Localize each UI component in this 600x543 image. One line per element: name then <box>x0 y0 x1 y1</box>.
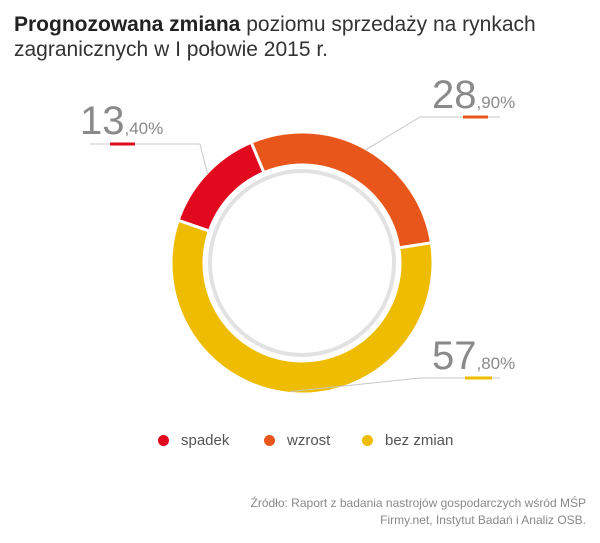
chart-title: Prognozowana zmiana poziomu sprzedaży na… <box>14 12 574 62</box>
legend-label-wzrost: wzrost <box>287 432 331 449</box>
legend-swatch-wzrost <box>264 435 275 446</box>
slice-bez-zmian <box>169 218 435 396</box>
legend: spadek wzrost bez zmian <box>0 432 600 458</box>
source-line-2: Firmy.net, Instytut Badań i Analiz OSB. <box>380 513 586 527</box>
source-note: Źródło: Raport z badania nastrojów gospo… <box>166 495 587 529</box>
slice-wzrost <box>249 130 434 250</box>
legend-swatch-bez-zmian <box>362 435 373 446</box>
legend-swatch-spadek <box>158 435 169 446</box>
source-line-1: Źródło: Raport z badania nastrojów gospo… <box>250 496 587 510</box>
legend-item-bez-zmian: bez zmian <box>362 432 453 449</box>
title-bold: Prognozowana zmiana <box>14 13 241 36</box>
legend-item-spadek: spadek <box>158 432 229 449</box>
legend-item-wzrost: wzrost <box>264 432 330 449</box>
label-wzrost: 28,90% <box>432 73 515 117</box>
leader-line-spadek <box>90 143 209 175</box>
label-spadek: 13,40% <box>80 99 163 143</box>
label-bez-zmian: 57,80% <box>432 334 515 378</box>
legend-label-bez-zmian: bez zmian <box>385 432 454 449</box>
title-rest: poziomu sprzedaży na rynkach zagraniczny… <box>14 13 536 61</box>
leader-line-wzrost <box>364 116 500 151</box>
inner-ring <box>208 169 396 357</box>
legend-label-spadek: spadek <box>181 432 230 449</box>
